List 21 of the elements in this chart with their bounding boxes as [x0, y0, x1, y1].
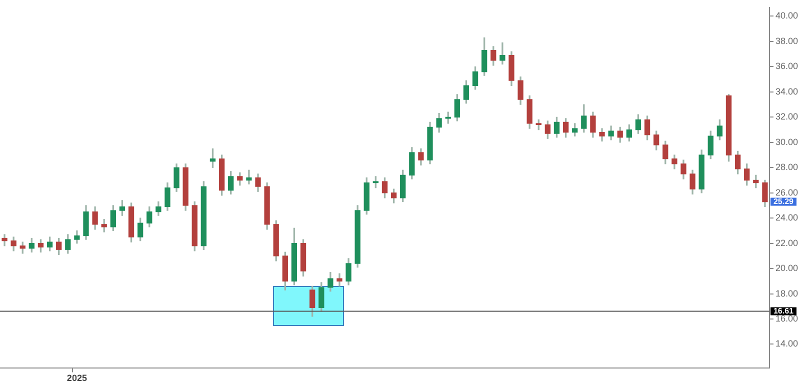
- ref-line-label: 16.61: [773, 306, 794, 316]
- candlestick: [2, 234, 8, 246]
- y-tick-label: 38.00: [775, 36, 798, 46]
- candlestick: [336, 273, 342, 287]
- candlestick: [500, 42, 506, 64]
- y-tick-label: 16.00: [775, 313, 798, 324]
- annotation: 25.29: [773, 197, 794, 206]
- candlestick: [246, 170, 252, 184]
- y-tick-label: 18.00: [775, 288, 798, 298]
- y-tick-label: 36.00: [775, 61, 798, 72]
- x-tick-label: 2025: [66, 373, 87, 384]
- y-tick-label: 26.00: [775, 187, 798, 198]
- y-tick-label: 34.00: [775, 86, 798, 96]
- y-tick-label: 32.00: [775, 112, 798, 122]
- y-tick-label: 40.00: [775, 10, 798, 21]
- y-tick-label: 20.00: [775, 263, 798, 274]
- y-tick-label: 24.00: [775, 212, 798, 223]
- y-tick-label: 28.00: [775, 162, 798, 172]
- y-tick-label: 22.00: [775, 238, 798, 248]
- y-tick-label: 30.00: [775, 136, 798, 147]
- y-tick-label: 14.00: [775, 338, 798, 349]
